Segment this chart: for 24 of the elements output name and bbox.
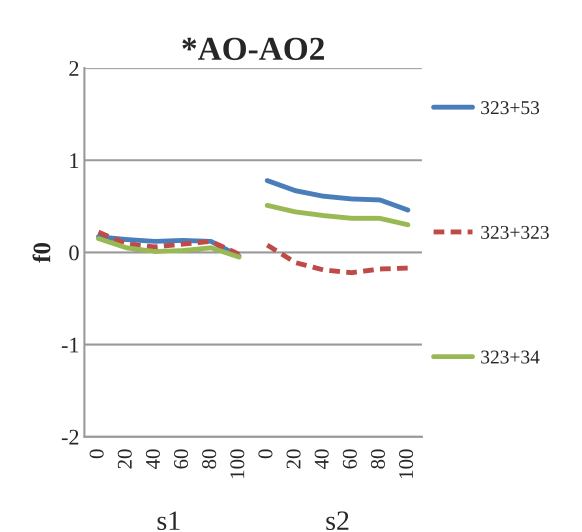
x-tick-label: 60 bbox=[342, 449, 357, 469]
x-tick-label: 0 bbox=[258, 449, 272, 458]
x-tick-label: 80 bbox=[202, 449, 216, 469]
legend-label: 323+323 bbox=[481, 226, 549, 239]
text: s2 bbox=[326, 511, 348, 530]
y-tick-label: -1 bbox=[62, 338, 78, 352]
y-tick-label: 2 bbox=[69, 61, 78, 76]
x-tick-label: 0 bbox=[90, 449, 104, 458]
x-tick-label: 40 bbox=[314, 449, 329, 470]
x-tick-label: 80 bbox=[370, 449, 385, 469]
x-tick-label: 40 bbox=[146, 449, 160, 470]
x-tick-label: 20 bbox=[286, 449, 301, 468]
chart-title: *AO-AO2 bbox=[182, 38, 324, 60]
y-tick-label: 1 bbox=[70, 153, 78, 168]
y-axis-title: f0 bbox=[32, 242, 50, 263]
x-tick-label: 100 bbox=[230, 449, 244, 478]
text: s1 bbox=[158, 511, 180, 530]
x-tick-label: 60 bbox=[174, 449, 188, 469]
legend-label: 323+34 bbox=[481, 350, 540, 364]
y-tick-label: -2 bbox=[62, 430, 78, 444]
x-tick-label: 100 bbox=[399, 449, 414, 478]
legend-label: 323+53 bbox=[481, 101, 540, 114]
y-tick-label: 0 bbox=[69, 245, 79, 260]
x-tick-label: 20 bbox=[118, 449, 132, 468]
